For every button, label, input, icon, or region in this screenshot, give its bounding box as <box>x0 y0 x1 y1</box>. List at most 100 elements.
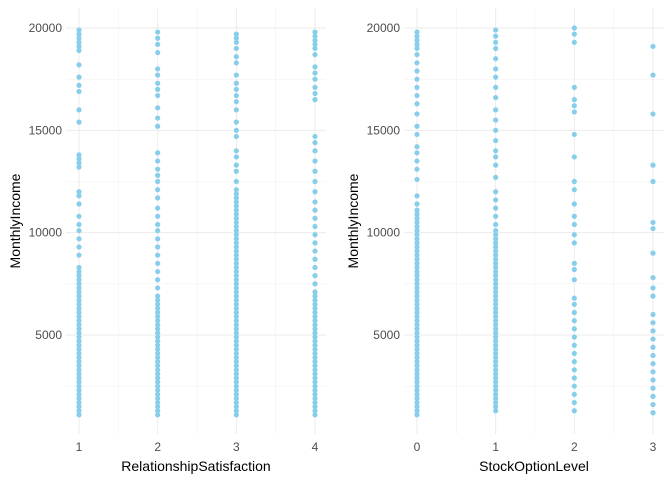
y-axis-title: MonthlyIncome <box>345 173 361 268</box>
data-point <box>76 156 82 162</box>
data-point <box>414 391 420 397</box>
data-point <box>76 252 82 258</box>
data-point <box>233 107 239 113</box>
data-point <box>571 367 577 373</box>
data-point <box>414 256 420 262</box>
data-point <box>414 285 420 291</box>
data-point <box>312 322 318 328</box>
y-tick-label: 5000 <box>373 328 400 342</box>
data-point <box>155 322 161 328</box>
data-point <box>414 60 420 66</box>
data-point <box>493 408 499 414</box>
data-point <box>493 148 499 154</box>
data-point <box>155 391 161 397</box>
data-point <box>233 399 239 406</box>
data-point <box>155 326 161 332</box>
data-point <box>155 228 161 234</box>
data-point <box>414 232 420 238</box>
data-point <box>414 371 420 377</box>
data-point <box>233 178 239 185</box>
data-point <box>650 320 656 326</box>
data-point <box>414 346 420 352</box>
data-point <box>312 148 318 154</box>
data-point <box>76 82 82 88</box>
data-point <box>155 213 161 219</box>
data-point <box>414 367 420 373</box>
data-point <box>571 213 577 219</box>
data-point <box>155 412 161 418</box>
data-point <box>233 168 239 174</box>
data-point <box>155 158 161 164</box>
data-point <box>155 375 161 381</box>
data-point <box>312 350 318 357</box>
data-point <box>76 318 82 324</box>
data-point <box>155 318 161 324</box>
data-point <box>493 162 499 168</box>
data-point <box>414 387 420 393</box>
data-point <box>414 309 420 316</box>
data-point <box>76 326 82 332</box>
data-point <box>571 399 577 406</box>
data-point <box>493 154 499 160</box>
data-point <box>76 342 82 348</box>
data-point <box>233 309 239 316</box>
data-point <box>312 199 318 205</box>
data-point <box>493 27 499 33</box>
data-point <box>493 236 499 242</box>
data-point <box>233 363 239 369</box>
data-point <box>493 248 499 254</box>
data-point <box>233 211 239 217</box>
data-point <box>312 363 318 369</box>
x-axis-title: StockOptionLevel <box>479 458 589 474</box>
data-point <box>155 395 161 402</box>
data-point <box>76 404 82 410</box>
data-point <box>233 223 239 230</box>
data-point <box>233 203 239 209</box>
data-point <box>414 101 420 107</box>
data-point <box>155 338 161 344</box>
data-point <box>312 168 318 174</box>
data-point <box>76 264 82 271</box>
data-point <box>571 408 577 414</box>
data-point <box>493 359 499 365</box>
data-point <box>312 342 318 348</box>
data-point <box>233 293 239 299</box>
data-point <box>233 301 239 307</box>
data-point <box>155 346 161 352</box>
y-tick-label: 20000 <box>29 21 63 35</box>
data-point <box>155 115 161 121</box>
data-point <box>571 383 577 389</box>
data-point <box>414 41 420 47</box>
data-point <box>493 240 499 246</box>
data-point <box>571 109 577 115</box>
data-point <box>493 277 499 283</box>
data-point <box>571 334 577 340</box>
data-point <box>312 313 318 320</box>
x-tick-label: 3 <box>233 440 240 454</box>
data-point <box>233 387 239 393</box>
data-point <box>233 127 239 133</box>
data-point <box>414 281 420 287</box>
data-point <box>233 248 239 254</box>
data-point <box>76 322 82 328</box>
data-point <box>414 201 420 207</box>
data-point <box>155 268 161 275</box>
data-point <box>155 105 161 111</box>
data-point <box>414 363 420 369</box>
data-point <box>233 72 239 78</box>
data-point <box>233 313 239 320</box>
data-point <box>493 305 499 311</box>
data-point <box>493 244 499 250</box>
data-point <box>233 54 239 60</box>
data-point <box>414 193 420 199</box>
data-point <box>312 326 318 332</box>
data-point <box>414 219 420 226</box>
data-point <box>571 350 577 357</box>
data-point <box>493 367 499 373</box>
data-point <box>493 232 499 238</box>
data-point <box>233 359 239 365</box>
data-point <box>493 174 499 181</box>
data-point <box>312 76 318 82</box>
data-point <box>312 346 318 352</box>
